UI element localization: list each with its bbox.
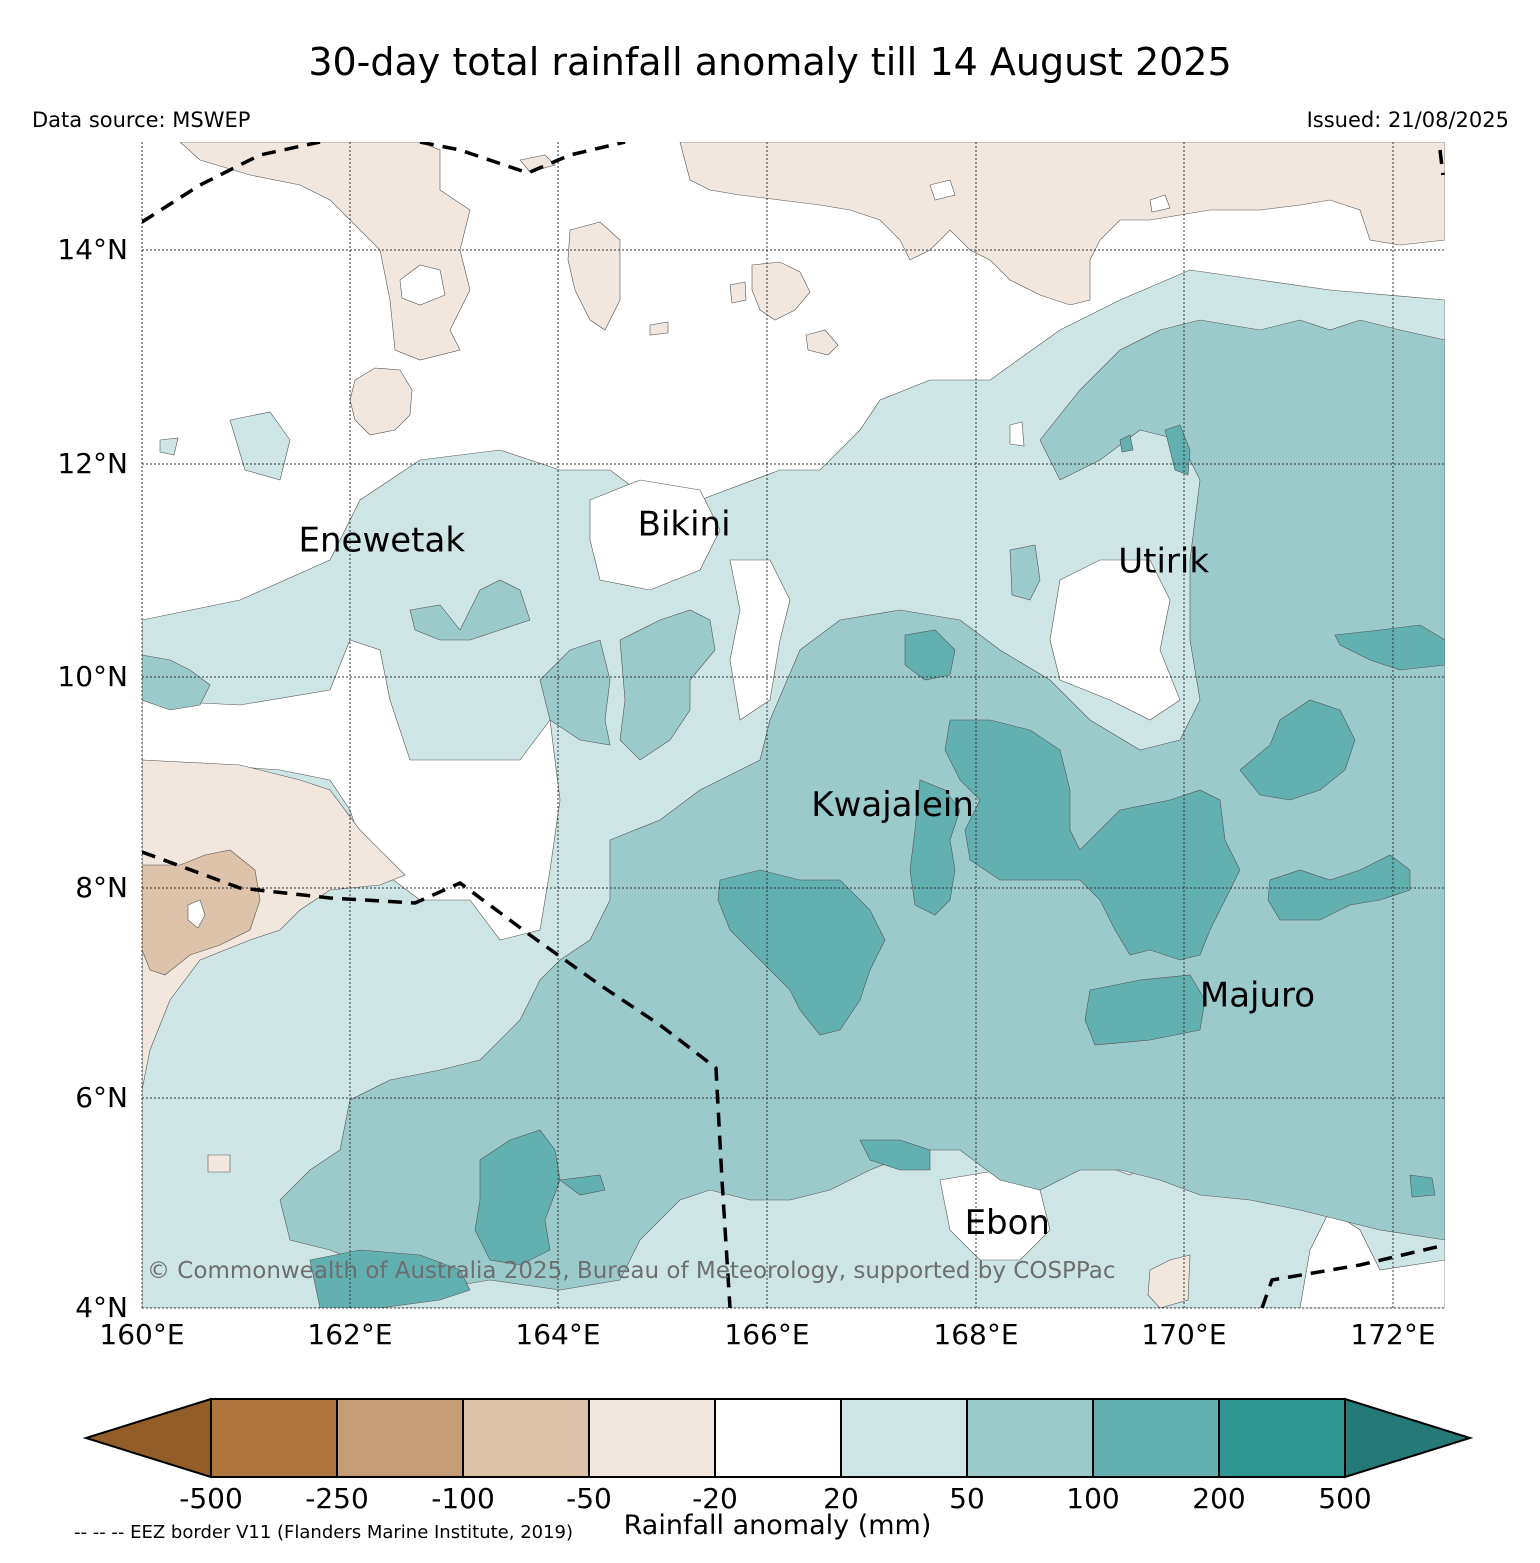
map-title: 30-day total rainfall anomaly till 14 Au… [308,40,1232,84]
copyright-text: © Commonwealth of Australia 2025, Bureau… [147,1258,1116,1284]
colorbar-bin [966,1398,1094,1478]
colorbar-extend-high [1344,1397,1474,1479]
lat-tick-label: 8°N [75,871,128,904]
colorbar-tick-label: 500 [1318,1482,1371,1515]
colorbar-ticks: -500 -250 -100 -50 -20 20 50 100 200 500 [179,1482,1372,1515]
colorbar-tick-label: 100 [1066,1482,1119,1515]
place-label-kwajalein: Kwajalein [811,785,974,825]
lon-tick-label: 162°E [307,1318,392,1351]
colorbar-bin [714,1398,842,1478]
colorbar-tick-label: 50 [949,1482,985,1515]
colorbar-bin [1092,1398,1220,1478]
colorbar-tick-label: -100 [431,1482,495,1515]
colorbar-bin [840,1398,968,1478]
colorbar-bin [210,1398,338,1478]
colorbar-tick-label: -50 [566,1482,612,1515]
place-labels: Enewetak Bikini Utirik Kwajalein Majuro Ebon [299,505,1316,1243]
place-label-bikini: Bikini [638,505,731,545]
place-label-majuro: Majuro [1200,975,1315,1015]
colorbar-bin [336,1398,464,1478]
eez-border-lines [142,142,1445,1308]
place-label-enewetak: Enewetak [299,521,466,561]
colorbar-label: Rainfall anomaly (mm) [623,1510,932,1541]
colorbar-bin [1218,1398,1346,1478]
lat-tick-label: 6°N [75,1081,128,1114]
lon-tick-label: 168°E [933,1318,1018,1351]
lat-tick-label: 14°N [57,233,128,266]
data-source-label: Data source: MSWEP [32,108,251,132]
latitude-axis: 14°N 12°N 10°N 8°N 6°N 4°N [57,233,128,1324]
colorbar-tick-label: 20 [823,1482,859,1515]
colorbar-bin [462,1398,590,1478]
issued-date-label: Issued: 21/08/2025 [1306,108,1509,132]
eez-border-note: -- -- -- EEZ border V11 (Flanders Marine… [74,1522,574,1543]
lat-tick-label: 12°N [57,447,128,480]
anomaly-fill-layer [142,142,1445,1308]
lon-tick-label: 170°E [1141,1318,1226,1351]
lat-tick-label: 4°N [75,1291,128,1324]
colorbar-tick-label: -500 [179,1482,243,1515]
colorbar-tick-label: -20 [692,1482,738,1515]
lat-tick-label: 10°N [57,660,128,693]
colorbar [82,1397,1474,1479]
colorbar-tick-label: 200 [1192,1482,1245,1515]
lon-tick-label: 164°E [515,1318,600,1351]
place-label-ebon: Ebon [965,1203,1050,1243]
colorbar-tick-label: -250 [305,1482,369,1515]
lon-tick-label: 160°E [99,1318,184,1351]
longitude-axis: 160°E 162°E 164°E 166°E 168°E 170°E 172°… [99,1318,1435,1351]
lon-tick-label: 172°E [1350,1318,1435,1351]
lon-tick-label: 166°E [724,1318,809,1351]
graticule [141,142,1445,1309]
place-label-utirik: Utirik [1118,542,1209,582]
colorbar-extend-low [82,1397,212,1479]
colorbar-bin [588,1398,716,1478]
